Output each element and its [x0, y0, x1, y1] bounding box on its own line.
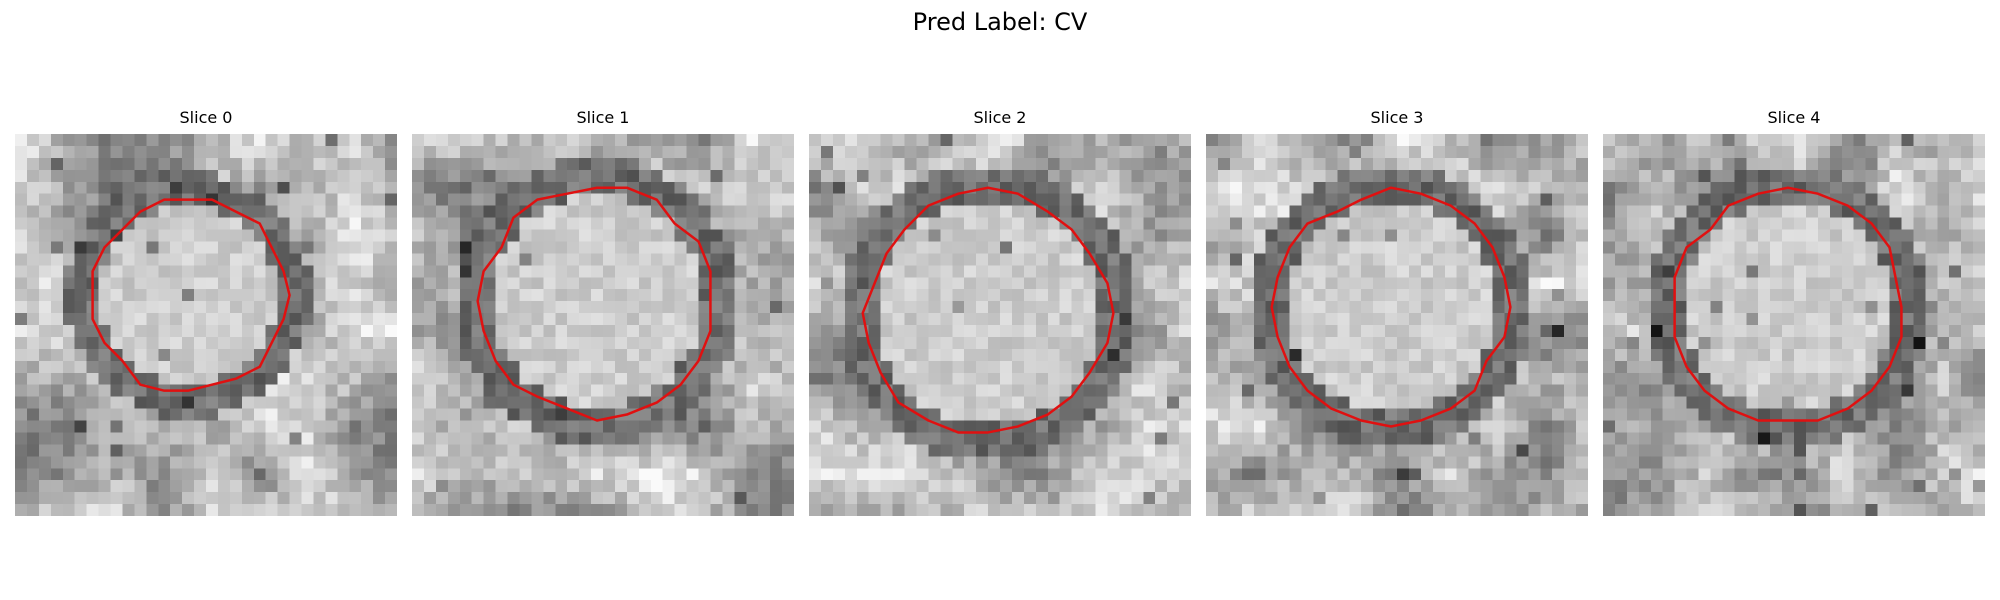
slice-title: Slice 1	[576, 108, 630, 127]
slice-panel-1: Slice 1	[412, 108, 794, 516]
micrograph	[809, 134, 1191, 516]
slice-panel-0: Slice 0	[15, 108, 397, 516]
segmentation-contour	[1673, 186, 1903, 422]
segmentation-contour	[476, 186, 712, 422]
slice-image	[1603, 134, 1985, 516]
segmentation-contour	[1270, 186, 1512, 428]
slice-image	[412, 134, 794, 516]
slice-panel-4: Slice 4	[1603, 108, 1985, 516]
segmentation-contour	[861, 186, 1115, 434]
slice-title: Slice 4	[1767, 108, 1821, 127]
slice-title: Slice 0	[179, 108, 233, 127]
micrograph	[15, 134, 397, 516]
slice-image	[1206, 134, 1588, 516]
slice-image	[15, 134, 397, 516]
slice-panel-2: Slice 2	[809, 108, 1191, 516]
figure-title: Pred Label: CV	[912, 8, 1088, 36]
pixel-grid	[1206, 134, 1588, 516]
slice-image	[809, 134, 1191, 516]
slice-title: Slice 3	[1370, 108, 1424, 127]
micrograph	[1603, 134, 1985, 516]
pixel-grid	[412, 134, 794, 516]
segmentation-contour	[91, 198, 291, 392]
slice-title: Slice 2	[973, 108, 1027, 127]
pixel-grid	[809, 134, 1191, 516]
slice-panel-3: Slice 3	[1206, 108, 1588, 516]
micrograph	[1206, 134, 1588, 516]
pixel-grid	[15, 134, 397, 516]
pixel-grid	[1603, 134, 1985, 516]
micrograph	[412, 134, 794, 516]
